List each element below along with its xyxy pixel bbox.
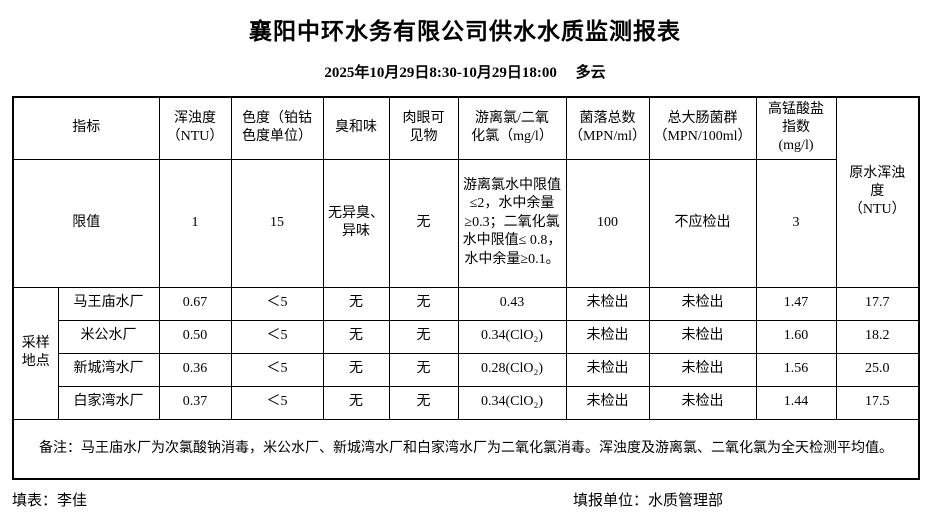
data-cell: 无 [388, 385, 459, 420]
data-cell: 无 [322, 319, 390, 354]
data-cell: 0.67 [158, 286, 232, 321]
data-cell: 无 [388, 286, 459, 321]
data-cell: 无 [322, 286, 390, 321]
note-row: 备注：马王庙水厂为次氯酸钠消毒，米公水厂、新城湾水厂和白家湾水厂为二氧化氯消毒。… [12, 418, 920, 480]
report-subtitle: 2025年10月29日8:30-10月29日18:00 多云 [324, 65, 606, 81]
col-header-color: 色度（铂钴 色度单位） [230, 96, 324, 160]
data-cell: 1.44 [755, 385, 837, 420]
data-cell: 未检出 [565, 286, 650, 321]
data-cell: 无 [322, 352, 390, 387]
data-cell: 0.36 [158, 352, 232, 387]
table-row-mawangmiao: 采样 地点 马王庙水厂 0.67 ＜5 无 无 0.43 未检出 未检出 1.4… [12, 286, 920, 420]
data-cell: ＜5 [230, 385, 324, 420]
data-cell: 无 [388, 352, 459, 387]
limit-colony-count: 100 [565, 158, 650, 288]
reporting-unit-label: 填报单位：水质管理部 [573, 493, 724, 509]
col-header-chlorine: 游离氯/二氧 化氯（mg/l） [457, 96, 567, 160]
table-row-xinchengwan: 新城湾水厂 0.36 ＜5 无 无 0.28(ClO₂) 未检出 未检出 1.5… [13, 352, 920, 387]
report-title: 襄阳中环水务有限公司供水水质监测报表 [249, 19, 681, 44]
sampling-location-label: 采样 地点 [12, 286, 59, 420]
data-cell: 未检出 [648, 286, 757, 321]
data-cell: 17.7 [835, 286, 920, 321]
col-header-permanganate: 高锰酸盐 指数 (mg/l) [755, 96, 837, 160]
data-cell: 1.56 [755, 352, 837, 387]
limit-turbidity: 1 [158, 158, 232, 288]
data-cell: 0.34(ClO₂) [457, 385, 567, 420]
col-header-raw-water-turbidity: 原水浑浊 度 （NTU） [835, 96, 920, 288]
data-cell: 未检出 [565, 385, 650, 420]
data-cell: 无 [388, 319, 459, 354]
data-cell: 0.43 [457, 286, 567, 321]
limit-coliform: 不应检出 [648, 158, 757, 288]
data-cell: 未检出 [648, 352, 757, 387]
note-cell: 备注：马王庙水厂为次氯酸钠消毒，米公水厂、新城湾水厂和白家湾水厂为二氧化氯消毒。… [12, 418, 920, 480]
plant-name-cell: 马王庙水厂 [57, 286, 160, 321]
data-cell: 未检出 [648, 319, 757, 354]
limit-visible-matter: 无 [388, 158, 459, 288]
report-footer: 填表：李佳 填报单位：水质管理部 [12, 489, 918, 511]
limit-permanganate: 3 [755, 158, 837, 288]
data-cell: 25.0 [835, 352, 920, 387]
plant-name-cell: 新城湾水厂 [57, 352, 160, 387]
data-cell: ＜5 [230, 286, 324, 321]
col-header-odor: 臭和味 [322, 96, 390, 160]
data-cell: 未检出 [648, 385, 757, 420]
col-header-turbidity: 浑浊度 （NTU） [158, 96, 232, 160]
limit-row-label: 限值 [12, 158, 160, 288]
col-header-coliform: 总大肠菌群 （MPN/100ml） [648, 96, 757, 160]
limit-odor: 无异臭、 异味 [322, 158, 390, 288]
filled-by-label: 填表：李佳 [12, 493, 88, 509]
data-cell: 1.47 [755, 286, 837, 321]
table-row-baijiawan: 白家湾水厂 0.37 ＜5 无 无 0.34(ClO₂) 未检出 未检出 1.4… [13, 385, 920, 420]
data-cell: 0.34(ClO₂) [457, 319, 567, 354]
data-cell: 0.28(ClO₂) [457, 352, 567, 387]
data-cell: ＜5 [230, 319, 324, 354]
data-cell: ＜5 [230, 352, 324, 387]
data-cell: 0.50 [158, 319, 232, 354]
limit-row: 限值 1 15 无异臭、 异味 无 游离氯水中限值 ≤2，水中余量≥0.3；二氧… [12, 158, 919, 288]
data-cell: 无 [322, 385, 390, 420]
water-quality-table: 指标 浑浊度 （NTU） 色度（铂钴 色度单位） 臭和味 肉眼可 见物 游离氯/… [12, 96, 920, 480]
plant-name-cell: 白家湾水厂 [57, 385, 160, 420]
data-cell: 18.2 [835, 319, 920, 354]
limit-color: 15 [230, 158, 324, 288]
header-row: 指标 浑浊度 （NTU） 色度（铂钴 色度单位） 臭和味 肉眼可 见物 游离氯/… [12, 96, 920, 288]
table-row-migong: 米公水厂 0.50 ＜5 无 无 0.34(ClO₂) 未检出 未检出 1.60… [13, 319, 920, 354]
plant-name-cell: 米公水厂 [57, 319, 160, 354]
data-cell: 未检出 [565, 319, 650, 354]
data-cell: 17.5 [835, 385, 920, 420]
col-header-visible-matter: 肉眼可 见物 [388, 96, 459, 160]
data-cell: 0.37 [158, 385, 232, 420]
header-indicator-cell: 指标 [12, 96, 160, 160]
col-header-colony-count: 菌落总数 （MPN/ml） [565, 96, 650, 160]
limit-chlorine: 游离氯水中限值 ≤2，水中余量≥0.3；二氧化氯水中限值≤ 0.8，水中余量≥0… [457, 158, 567, 288]
data-cell: 未检出 [565, 352, 650, 387]
data-cell: 1.60 [755, 319, 837, 354]
